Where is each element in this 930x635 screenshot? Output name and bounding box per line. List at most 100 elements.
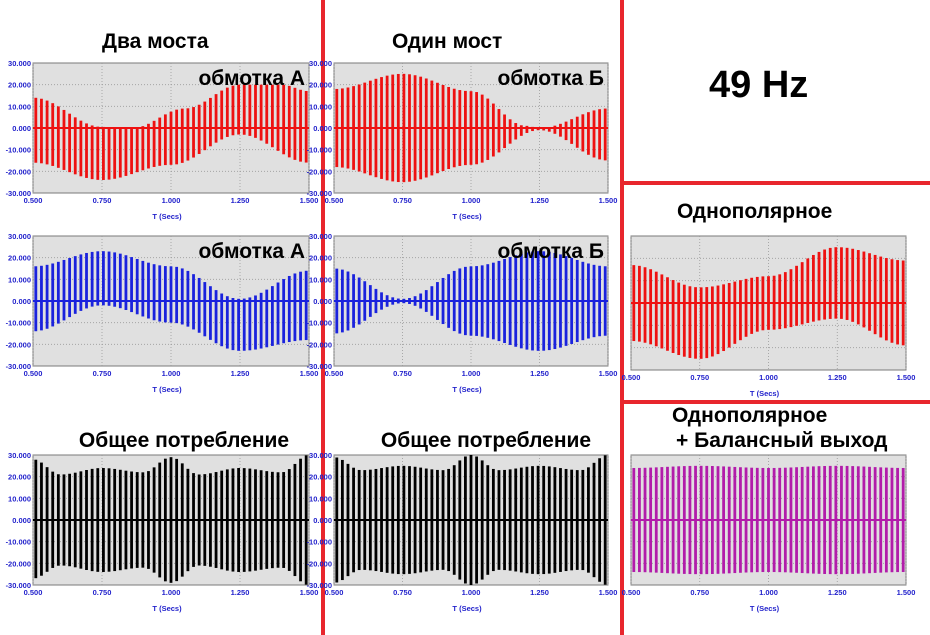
x-axis-label: T (Secs) [152, 385, 182, 394]
waveform-bar [130, 127, 133, 175]
waveform-bar [141, 260, 145, 317]
x-tick-label: 0.500 [622, 373, 641, 382]
waveform-bar [186, 270, 190, 327]
waveform-bar [722, 284, 726, 352]
x-tick-label: 1.500 [599, 196, 618, 205]
y-tick-label: -20.000 [6, 167, 31, 176]
x-axis-label: T (Secs) [750, 389, 780, 398]
x-axis-label: T (Secs) [452, 604, 482, 613]
waveform-bar [491, 103, 495, 157]
y-tick-label: 20.000 [8, 254, 31, 263]
waveform-bar [209, 286, 212, 340]
waveform-bar [884, 258, 888, 341]
waveform-bar [85, 252, 88, 309]
x-tick-label: 1.250 [828, 373, 847, 382]
waveform-bar [102, 126, 105, 180]
waveform-bar [503, 114, 506, 149]
y-tick-label: 10.000 [309, 494, 332, 503]
x-tick-label: 0.500 [622, 588, 641, 597]
waveform-bar [862, 251, 866, 328]
waveform-bar [141, 126, 145, 171]
waveform-bar [225, 296, 229, 349]
y-tick-label: 20.000 [8, 473, 31, 482]
waveform-bar [124, 255, 128, 310]
y-tick-label: 30.000 [309, 232, 332, 241]
waveform-bar [45, 100, 49, 165]
y-tick-label: -30.000 [6, 362, 31, 371]
waveform-bar [682, 284, 686, 357]
waveform-bar [259, 84, 263, 141]
x-tick-label: 1.000 [759, 373, 778, 382]
waveform-bar [727, 283, 731, 348]
waveform-bar [800, 262, 804, 325]
waveform-bar [879, 256, 883, 338]
waveform-bar [51, 263, 55, 327]
x-tick-label: 0.750 [93, 196, 112, 205]
waveform-bar [113, 127, 117, 179]
heading-unipolar-balanced-line2: + Балансный выход [676, 429, 888, 452]
x-tick-label: 0.500 [24, 369, 43, 378]
waveform-bar [671, 280, 675, 353]
chart-one-bridge-total: 30.000 20.000 10.000 0.000 -10.000 -20.000 -30… [307, 429, 618, 613]
heading-one-bridge: Один мост [392, 30, 503, 53]
waveform-bar [90, 251, 94, 307]
waveform-bar [581, 114, 585, 152]
waveform-bar [180, 108, 184, 163]
waveform-bar [102, 251, 105, 306]
heading-two-bridges: Два моста [102, 30, 209, 53]
waveform-bar [40, 98, 43, 164]
waveform-bar [592, 110, 596, 158]
x-tick-label: 0.500 [24, 588, 43, 597]
y-tick-label: -20.000 [6, 559, 31, 568]
waveform-bar [276, 84, 280, 151]
waveform-bar [282, 84, 286, 155]
waveform-bar [276, 282, 280, 345]
waveform-bar [259, 292, 263, 349]
y-tick-label: 30.000 [8, 451, 31, 460]
y-tick-label: 10.000 [309, 275, 332, 284]
frequency-label: 49 Hz [709, 64, 809, 106]
y-tick-label: 30.000 [8, 59, 31, 68]
x-tick-label: 1.000 [462, 369, 481, 378]
waveform-bar [643, 267, 647, 343]
waveform-bar [559, 123, 562, 137]
y-tick-label: 0.000 [12, 516, 31, 525]
x-tick-label: 1.250 [828, 588, 847, 597]
x-tick-label: 0.750 [393, 588, 412, 597]
waveform-bar [203, 282, 207, 337]
x-tick-label: 1.000 [162, 588, 181, 597]
y-tick-label: 10.000 [8, 102, 31, 111]
y-tick-label: -10.000 [6, 146, 31, 155]
waveform-bar [254, 295, 257, 350]
x-tick-label: 1.500 [897, 588, 916, 597]
waveform-bar [62, 109, 66, 170]
waveform-bar [660, 274, 664, 349]
waveform-bar [169, 266, 173, 323]
waveform-bar [739, 280, 742, 341]
waveform-bar [873, 254, 877, 335]
y-tick-label: 30.000 [309, 59, 332, 68]
waveform-bar [304, 270, 308, 341]
waveform-bar [508, 119, 512, 144]
waveform-bar [270, 286, 274, 346]
waveform-bar [130, 257, 133, 313]
waveform-bar [62, 259, 66, 321]
y-tick-label: -10.000 [307, 538, 332, 547]
waveform-bar [716, 285, 720, 355]
x-tick-label: 1.000 [462, 588, 481, 597]
waveform-bar [231, 85, 235, 136]
x-tick-label: 0.750 [690, 373, 709, 382]
waveform-bar [51, 103, 55, 166]
waveform-bar [107, 127, 111, 180]
y-tick-label: -20.000 [307, 559, 332, 568]
x-tick-label: 0.750 [93, 588, 112, 597]
x-tick-label: 1.250 [231, 196, 250, 205]
waveform-bar [293, 273, 297, 342]
y-tick-label: -10.000 [6, 319, 31, 328]
waveform-bar [152, 120, 156, 167]
waveform-bar [677, 282, 681, 356]
waveform-bar [287, 275, 291, 343]
waveform-bar [304, 91, 308, 163]
chart-title: обмотка Б [498, 67, 605, 90]
x-tick-label: 1.500 [599, 369, 618, 378]
